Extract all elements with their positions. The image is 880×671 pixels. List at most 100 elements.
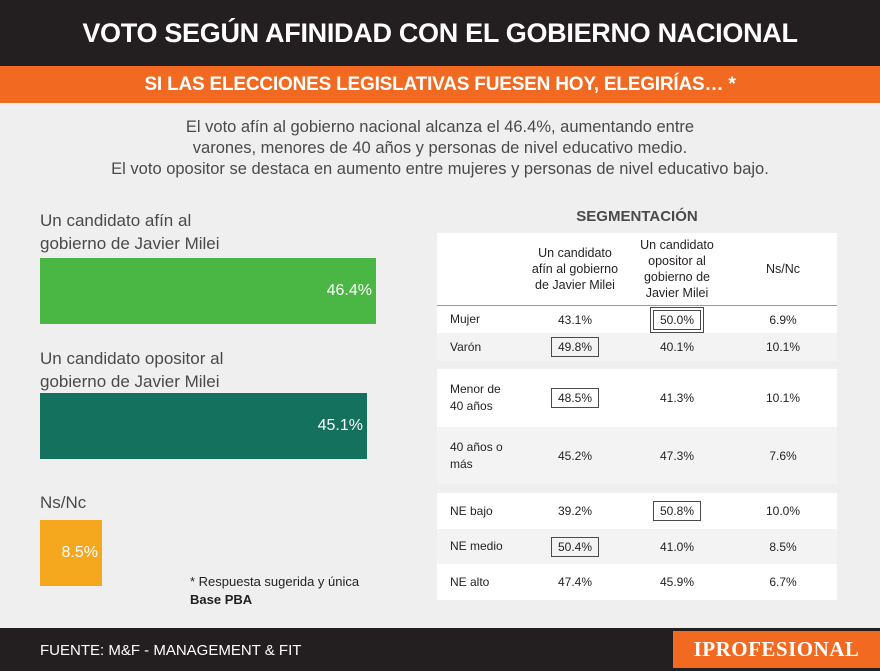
- column-header-line: afín al gobierno: [531, 262, 619, 276]
- table-cell: 7.6%: [743, 427, 823, 484]
- cell-value: 47.3%: [659, 448, 695, 463]
- table-row: NE alto 47.4% 45.9% 6.7%: [437, 564, 837, 600]
- segment-group: Mujer 43.1% 50.0% 6.9% Varón 49.8% 40.1% 10.1%: [437, 306, 837, 361]
- row-label-line: 40 años o: [450, 439, 503, 454]
- cell-value: 10.0%: [765, 504, 801, 518]
- header-divider: [437, 305, 837, 306]
- table-cell: 47.3%: [637, 427, 717, 484]
- table-cell: 6.7%: [743, 564, 823, 600]
- highlighted-value: 50.8%: [652, 501, 702, 521]
- cell-value: 45.9%: [659, 575, 695, 589]
- table-row: 40 años o más 45.2% 47.3% 7.6%: [437, 427, 837, 484]
- bar-category-label: Un candidato opositor al gobierno de Javi…: [40, 347, 223, 393]
- brand-logo: IPROFESIONAL: [673, 631, 880, 668]
- segment-group: Menor de 40 años 48.5% 41.3% 10.1% 40 años o m…: [437, 369, 837, 484]
- segmentation-title: SEGMENTACIÓN: [576, 208, 698, 225]
- cell-value: 43.1%: [557, 312, 593, 327]
- table-cell: 45.9%: [637, 564, 717, 600]
- bar-category-line: Un candidato afín al: [40, 211, 192, 230]
- row-label-line: NE bajo: [450, 503, 493, 518]
- column-header: Un candidato afín al gobierno de Javier Mi…: [520, 233, 630, 305]
- column-header-line: gobierno de: [643, 270, 710, 284]
- table-row: NE medio 50.4% 41.0% 8.5%: [437, 529, 837, 564]
- table-cell: 47.4%: [535, 564, 615, 600]
- table-row: Varón 49.8% 40.1% 10.1%: [437, 333, 837, 361]
- cell-value: 10.1%: [765, 391, 801, 405]
- bar: 46.4%: [40, 258, 376, 324]
- row-label-line: 40 años: [450, 399, 493, 413]
- footnote: * Respuesta sugerida y única: [190, 574, 360, 589]
- bar: 8.5%: [40, 520, 102, 586]
- column-header: Ns/Nc: [743, 233, 823, 305]
- cell-value: 47.4%: [557, 575, 593, 589]
- table-cell: 10.1%: [743, 369, 823, 427]
- bar-category-line: gobierno de Javier Milei: [40, 372, 220, 391]
- highlighted-value: 50.0%: [649, 306, 705, 333]
- bar-value-label: 45.1%: [317, 417, 363, 434]
- page-subtitle: SI LAS ELECCIONES LEGISLATIVAS FUESEN HO…: [0, 66, 880, 103]
- table-row: Menor de 40 años 48.5% 41.3% 10.1%: [437, 369, 837, 427]
- table-cell: 45.2%: [535, 427, 615, 484]
- bar-category-line: gobierno de Javier Milei: [40, 234, 220, 253]
- highlighted-value: 48.5%: [550, 388, 600, 408]
- column-header-line: Javier Milei: [645, 286, 709, 300]
- intro-line: varones, menores de 40 años y personas d…: [192, 139, 688, 157]
- table-cell: 49.8%: [535, 333, 615, 361]
- cell-value: 39.2%: [557, 504, 593, 518]
- bar-value-label: 8.5%: [61, 544, 98, 561]
- cell-value: 41.0%: [659, 539, 695, 554]
- table-row: NE bajo 39.2% 50.8% 10.0%: [437, 493, 837, 529]
- segment-group: NE bajo 39.2% 50.8% 10.0% NE medio 50.4% 41.0%…: [437, 493, 837, 600]
- highlighted-value: 49.8%: [550, 337, 600, 357]
- cell-value: 7.6%: [769, 448, 797, 463]
- source-text: FUENTE: M&F - MANAGEMENT & FIT: [40, 642, 302, 659]
- table-cell: 40.1%: [637, 333, 717, 361]
- row-label: Menor de 40 años: [450, 369, 501, 427]
- cell-value: 10.1%: [765, 340, 801, 354]
- intro-line: El voto opositor se destaca en aumento e…: [111, 160, 769, 178]
- cell-value: 8.5%: [769, 539, 797, 554]
- table-cell: 10.1%: [743, 333, 823, 361]
- row-label: NE bajo: [450, 493, 493, 529]
- cell-value: 40.1%: [659, 340, 695, 354]
- row-label: NE alto: [450, 564, 489, 600]
- bar-category-label: Ns/Nc: [40, 491, 86, 514]
- table-cell: 50.0%: [637, 306, 717, 333]
- segmentation-header: Un candidato afín al gobierno de Javier Mi…: [437, 233, 837, 306]
- row-label-line: Mujer: [450, 312, 481, 326]
- highlighted-value: 50.4%: [550, 536, 600, 557]
- base-note: Base PBA: [190, 592, 253, 607]
- cell-value: 45.2%: [557, 448, 593, 463]
- page-title: VOTO SEGÚN AFINIDAD CON EL GOBIERNO NACI…: [0, 0, 880, 66]
- table-cell: 39.2%: [535, 493, 615, 529]
- cell-value: 41.3%: [659, 391, 695, 405]
- table-cell: 41.0%: [637, 529, 717, 564]
- table-row: Mujer 43.1% 50.0% 6.9%: [437, 306, 837, 333]
- table-cell: 48.5%: [535, 369, 615, 427]
- column-header-line: Ns/Nc: [765, 262, 801, 276]
- row-label: 40 años o más: [450, 427, 503, 484]
- bar-value-label: 46.4%: [326, 282, 372, 299]
- bar-category-line: Un candidato opositor al: [40, 349, 224, 368]
- cell-value: 6.7%: [769, 575, 797, 589]
- table-cell: 50.4%: [535, 529, 615, 564]
- column-header: Un candidato opositor al gobierno de Javier…: [627, 233, 727, 305]
- bar: 45.1%: [40, 393, 367, 459]
- row-label: Mujer: [450, 306, 480, 333]
- column-header-line: opositor al: [648, 254, 706, 268]
- row-label-line: NE alto: [450, 574, 490, 589]
- column-header-line: Un candidato: [538, 246, 612, 260]
- row-label-line: más: [450, 456, 473, 471]
- table-cell: 43.1%: [535, 306, 615, 333]
- table-cell: 50.8%: [637, 493, 717, 529]
- column-header-line: Un candidato: [640, 238, 714, 252]
- intro-text: El voto afín al gobierno nacional alcanz…: [40, 117, 840, 180]
- column-header-line: de Javier Milei: [535, 278, 615, 292]
- table-cell: 6.9%: [743, 306, 823, 333]
- row-label-line: Menor de: [450, 382, 501, 396]
- table-cell: 8.5%: [743, 529, 823, 564]
- intro-line: El voto afín al gobierno nacional alcanz…: [185, 118, 695, 136]
- row-label: NE medio: [450, 529, 503, 564]
- table-cell: 10.0%: [743, 493, 823, 529]
- table-cell: 41.3%: [637, 369, 717, 427]
